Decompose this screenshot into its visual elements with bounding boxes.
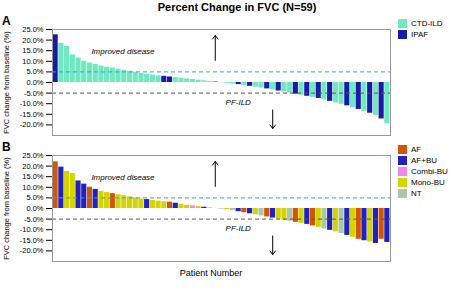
html-text:IPAF: IPAF: [411, 30, 429, 39]
html-text:A: A: [2, 14, 11, 28]
svg-text:-15.0%: -15.0%: [20, 110, 44, 119]
html-text:AF+BU: AF+BU: [411, 156, 437, 165]
svg-text:5.0%: 5.0%: [26, 67, 43, 76]
svg-text:FVC change from baseline (%): FVC change from baseline (%): [2, 157, 11, 260]
svg-text:-5.0%: -5.0%: [24, 215, 44, 224]
svg-text:Improved disease: Improved disease: [91, 173, 155, 182]
svg-text:-20.0%: -20.0%: [20, 246, 44, 255]
html-text:Patient Number: Patient Number: [179, 268, 243, 278]
html-text:Mono-BU: Mono-BU: [411, 178, 445, 187]
svg-text:PF-ILD: PF-ILD: [226, 224, 252, 233]
svg-text:Improved disease: Improved disease: [91, 47, 155, 56]
svg-text:-5.0%: -5.0%: [24, 89, 44, 98]
svg-text:FVC change from baseline (%): FVC change from baseline (%): [2, 31, 11, 134]
svg-text:-10.0%: -10.0%: [20, 99, 44, 108]
svg-text:20.0%: 20.0%: [22, 162, 44, 171]
svg-text:PF-ILD: PF-ILD: [226, 98, 252, 107]
svg-text:20.0%: 20.0%: [22, 36, 44, 45]
html-text:Percent Change in FVC (N=59): Percent Change in FVC (N=59): [157, 1, 317, 13]
html-text:CTD-ILD: CTD-ILD: [411, 19, 443, 28]
svg-text:0.0%: 0.0%: [26, 78, 43, 87]
svg-text:25.0%: 25.0%: [22, 151, 44, 160]
html-text:Combi-BU: Combi-BU: [411, 167, 448, 176]
svg-text:10.0%: 10.0%: [22, 57, 44, 66]
svg-text:25.0%: 25.0%: [22, 25, 44, 34]
html-text:B: B: [2, 140, 11, 154]
svg-text:-20.0%: -20.0%: [20, 120, 44, 129]
svg-text:15.0%: 15.0%: [22, 46, 44, 55]
svg-text:5.0%: 5.0%: [26, 193, 43, 202]
svg-text:10.0%: 10.0%: [22, 183, 44, 192]
svg-text:15.0%: 15.0%: [22, 172, 44, 181]
html-text:AF: AF: [411, 145, 422, 154]
svg-text:-15.0%: -15.0%: [20, 236, 44, 245]
svg-text:0.0%: 0.0%: [26, 204, 43, 213]
svg-text:-10.0%: -10.0%: [20, 225, 44, 234]
html-text:NT: NT: [411, 189, 422, 198]
